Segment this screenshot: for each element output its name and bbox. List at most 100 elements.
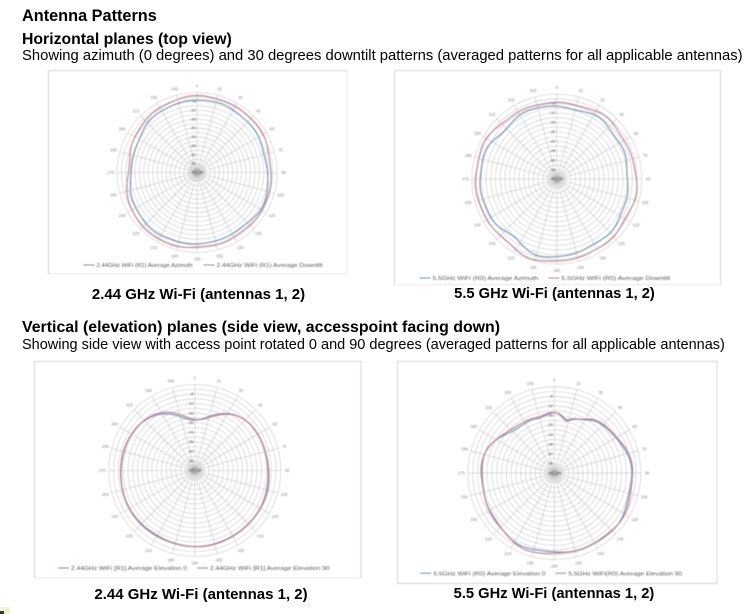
- svg-text:30: 30: [600, 97, 605, 102]
- svg-text:270: 270: [458, 470, 466, 475]
- svg-text:-28: -28: [188, 439, 194, 443]
- svg-text:2.44GHz WiFi [R1] Average Elev: 2.44GHz WiFi [R1] Average Elevation 90: [210, 566, 330, 572]
- svg-text:195: 195: [167, 557, 175, 562]
- svg-text:-8: -8: [551, 101, 554, 105]
- svg-text:90: 90: [281, 169, 286, 174]
- svg-text:195: 195: [171, 253, 179, 258]
- svg-text:240: 240: [470, 517, 478, 522]
- svg-text:270: 270: [99, 467, 107, 472]
- svg-text:-16: -16: [549, 120, 555, 124]
- svg-text:60: 60: [273, 421, 278, 426]
- svg-text:-20: -20: [547, 423, 553, 427]
- svg-text:210: 210: [150, 244, 158, 249]
- svg-text:30: 30: [239, 387, 244, 392]
- svg-text:150: 150: [236, 244, 244, 249]
- svg-text:330: 330: [504, 390, 512, 395]
- svg-text:-12: -12: [188, 401, 194, 405]
- svg-text:90: 90: [645, 470, 650, 475]
- svg-text:30: 30: [238, 94, 243, 99]
- svg-text:-16: -16: [188, 411, 194, 415]
- svg-text:-12: -12: [547, 404, 553, 408]
- svg-text:-8: -8: [192, 99, 195, 103]
- svg-text:120: 120: [631, 517, 639, 522]
- svg-text:15: 15: [217, 86, 222, 91]
- svg-text:-40: -40: [556, 471, 562, 475]
- svg-text:285: 285: [102, 443, 110, 448]
- svg-text:90: 90: [646, 176, 651, 181]
- svg-text:165: 165: [575, 560, 583, 565]
- svg-text:120: 120: [268, 213, 276, 218]
- svg-text:-20: -20: [190, 126, 196, 130]
- svg-text:270: 270: [461, 176, 469, 181]
- svg-text:315: 315: [126, 402, 134, 407]
- svg-text:300: 300: [470, 424, 478, 429]
- svg-text:0: 0: [195, 83, 198, 88]
- svg-text:-28: -28: [549, 148, 555, 152]
- svg-text:345: 345: [167, 378, 175, 383]
- svg-text:-24: -24: [547, 432, 553, 436]
- svg-text:285: 285: [110, 147, 118, 152]
- svg-text:120: 120: [271, 514, 279, 519]
- svg-text:240: 240: [118, 213, 126, 218]
- svg-text:75: 75: [278, 147, 283, 152]
- svg-text:75: 75: [642, 446, 647, 451]
- svg-text:150: 150: [597, 551, 605, 556]
- svg-text:255: 255: [102, 491, 110, 496]
- svg-text:135: 135: [257, 533, 265, 538]
- svg-text:-40: -40: [549, 177, 555, 181]
- svg-text:210: 210: [145, 548, 153, 553]
- svg-text:-40: -40: [188, 468, 194, 472]
- svg-text:-36: -36: [549, 167, 555, 171]
- svg-text:300: 300: [118, 126, 126, 131]
- svg-text:225: 225: [132, 231, 140, 236]
- svg-text:165: 165: [216, 253, 224, 258]
- svg-text:120: 120: [632, 222, 640, 227]
- svg-text:-32: -32: [547, 452, 553, 456]
- svg-text:-20: -20: [188, 420, 194, 424]
- svg-text:60: 60: [633, 130, 638, 135]
- svg-text:-40: -40: [547, 471, 553, 475]
- svg-text:210: 210: [504, 551, 512, 556]
- svg-text:-36: -36: [188, 459, 194, 463]
- svg-text:75: 75: [642, 152, 647, 157]
- svg-text:330: 330: [507, 97, 515, 102]
- svg-text:45: 45: [255, 108, 260, 113]
- svg-text:210: 210: [507, 255, 515, 260]
- svg-text:2.44GHz WiFi (R1) Average Azim: 2.44GHz WiFi (R1) Average Azimuth: [96, 263, 192, 269]
- svg-text:240: 240: [474, 222, 482, 227]
- svg-text:195: 195: [529, 264, 537, 269]
- svg-text:150: 150: [238, 548, 246, 553]
- svg-text:-12: -12: [549, 111, 555, 115]
- svg-text:345: 345: [171, 86, 179, 91]
- svg-text:255: 255: [110, 192, 118, 197]
- svg-text:345: 345: [527, 380, 535, 385]
- svg-text:225: 225: [488, 241, 496, 246]
- svg-text:-40: -40: [196, 468, 202, 472]
- svg-text:-8: -8: [549, 394, 552, 398]
- svg-text:315: 315: [488, 111, 496, 116]
- svg-text:5.5GHz WiFi (R0) Average Eleva: 5.5GHz WiFi (R0) Average Elevation 0: [433, 571, 546, 577]
- svg-text:15: 15: [576, 380, 581, 385]
- svg-text:180: 180: [191, 560, 199, 565]
- svg-text:-40: -40: [558, 177, 564, 181]
- svg-text:-16: -16: [190, 117, 196, 121]
- svg-text:-8: -8: [190, 392, 193, 396]
- svg-text:105: 105: [277, 192, 285, 197]
- svg-text:270: 270: [107, 169, 115, 174]
- svg-text:90: 90: [285, 467, 290, 472]
- svg-text:60: 60: [633, 424, 638, 429]
- svg-text:315: 315: [132, 108, 140, 113]
- svg-text:300: 300: [111, 421, 119, 426]
- svg-text:-24: -24: [549, 139, 555, 143]
- svg-text:300: 300: [474, 130, 482, 135]
- svg-text:225: 225: [485, 536, 493, 541]
- svg-text:-28: -28: [547, 442, 553, 446]
- svg-text:75: 75: [282, 443, 287, 448]
- svg-text:165: 165: [215, 557, 223, 562]
- svg-text:135: 135: [618, 241, 626, 246]
- svg-text:180: 180: [551, 563, 559, 568]
- svg-text:-28: -28: [190, 143, 196, 147]
- svg-text:330: 330: [150, 94, 158, 99]
- svg-text:0: 0: [194, 375, 197, 380]
- svg-text:5.5GHz WiFi (R0) Average Azimu: 5.5GHz WiFi (R0) Average Azimuth: [432, 276, 538, 282]
